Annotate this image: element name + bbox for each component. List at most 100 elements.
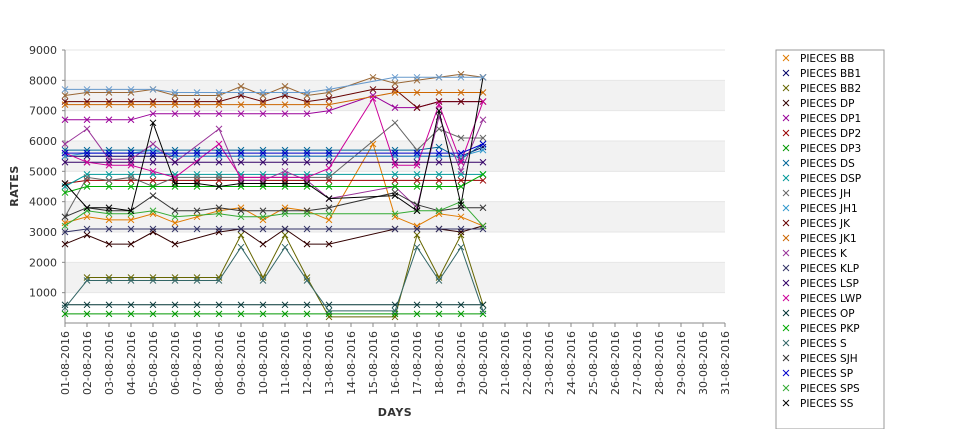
data-point xyxy=(149,86,157,93)
data-point xyxy=(61,304,69,312)
data-point xyxy=(61,228,69,236)
legend-item-label: PIECES PKP xyxy=(800,323,860,335)
grid-band xyxy=(65,80,725,111)
data-point xyxy=(215,183,223,190)
legend-item-label: PIECES BB1 xyxy=(800,68,861,80)
data-point xyxy=(215,149,223,157)
x-tick-label: 20-08-2016 xyxy=(477,331,490,395)
series-line xyxy=(64,228,483,233)
data-point xyxy=(215,92,223,99)
data-point xyxy=(303,98,311,105)
data-point xyxy=(127,146,135,154)
data-point xyxy=(193,146,201,154)
data-point xyxy=(259,92,267,99)
data-point xyxy=(325,164,333,172)
data-point xyxy=(61,213,69,221)
data-point xyxy=(457,204,465,212)
data-point xyxy=(127,171,135,178)
data-point xyxy=(435,107,443,115)
x-tick-label: 14-08-2016 xyxy=(345,331,358,395)
data-point xyxy=(61,310,69,318)
data-point xyxy=(435,207,443,215)
data-point xyxy=(193,158,201,166)
data-point xyxy=(105,98,113,105)
data-point xyxy=(435,210,443,218)
data-point xyxy=(83,274,91,281)
data-point xyxy=(237,225,245,233)
data-point xyxy=(391,225,399,233)
data-point xyxy=(259,110,267,118)
data-point xyxy=(149,274,157,281)
legend-marker xyxy=(782,354,790,362)
data-point xyxy=(105,277,113,284)
legend-marker xyxy=(782,399,790,407)
data-point xyxy=(215,146,223,154)
data-point xyxy=(149,140,157,148)
data-point xyxy=(281,146,289,154)
data-point xyxy=(325,307,333,315)
data-point xyxy=(127,174,135,181)
data-point xyxy=(325,146,333,154)
data-point xyxy=(193,180,201,187)
legend-marker xyxy=(782,54,790,62)
x-tick-label: 10-08-2016 xyxy=(257,331,270,395)
legend-item-label: PIECES K xyxy=(800,248,848,260)
data-point xyxy=(105,155,113,163)
data-point xyxy=(259,152,267,160)
data-point xyxy=(303,174,311,181)
data-point xyxy=(259,101,267,108)
data-point xyxy=(83,310,91,318)
series-line xyxy=(65,92,483,106)
data-point xyxy=(127,86,135,93)
data-point xyxy=(83,89,91,96)
data-point xyxy=(435,171,443,178)
data-point xyxy=(237,177,245,184)
data-point xyxy=(281,101,289,108)
data-point xyxy=(83,116,91,124)
data-point xyxy=(457,228,465,236)
data-point xyxy=(193,152,201,160)
data-point xyxy=(193,301,201,309)
data-point xyxy=(171,274,179,281)
data-point xyxy=(171,149,179,157)
data-point xyxy=(303,149,311,157)
data-point xyxy=(149,207,157,215)
legend-item-label: PIECES JK xyxy=(800,218,851,230)
data-point xyxy=(391,146,399,154)
data-point xyxy=(127,216,135,224)
x-tick-label: 26-08-2016 xyxy=(609,331,622,395)
data-point xyxy=(303,274,311,281)
data-point xyxy=(457,167,465,175)
data-point xyxy=(479,171,487,178)
data-point xyxy=(325,152,333,160)
data-point xyxy=(391,189,399,196)
x-tick-labels: 01-08-2016 02-08-2016 03-08-2016 04-08-2016… xyxy=(59,331,732,395)
data-point xyxy=(149,301,157,309)
data-point xyxy=(237,213,245,221)
legend-item-label: PIECES JK1 xyxy=(800,233,857,245)
data-point xyxy=(369,95,377,102)
data-point xyxy=(127,101,135,108)
data-point xyxy=(149,228,157,236)
data-point xyxy=(259,240,267,248)
data-point xyxy=(303,225,311,233)
data-point xyxy=(215,125,223,133)
data-point xyxy=(435,149,443,157)
legend-marker xyxy=(782,264,790,272)
data-point xyxy=(479,146,487,154)
data-point xyxy=(303,158,311,166)
data-point xyxy=(237,83,245,90)
data-point xyxy=(193,183,201,190)
legend-item-label: PIECES LWP xyxy=(800,293,862,305)
series xyxy=(61,189,487,221)
data-point xyxy=(391,149,399,157)
legend-box xyxy=(775,49,885,429)
data-point xyxy=(325,310,333,318)
data-point xyxy=(391,313,399,321)
x-axis-title: DAYS xyxy=(378,406,412,419)
x-tick-label: 07-08-2016 xyxy=(191,331,204,395)
data-point xyxy=(61,101,69,108)
legend-marker xyxy=(782,99,790,107)
data-point xyxy=(457,310,465,318)
x-tick-label: 27-08-2016 xyxy=(631,331,644,395)
